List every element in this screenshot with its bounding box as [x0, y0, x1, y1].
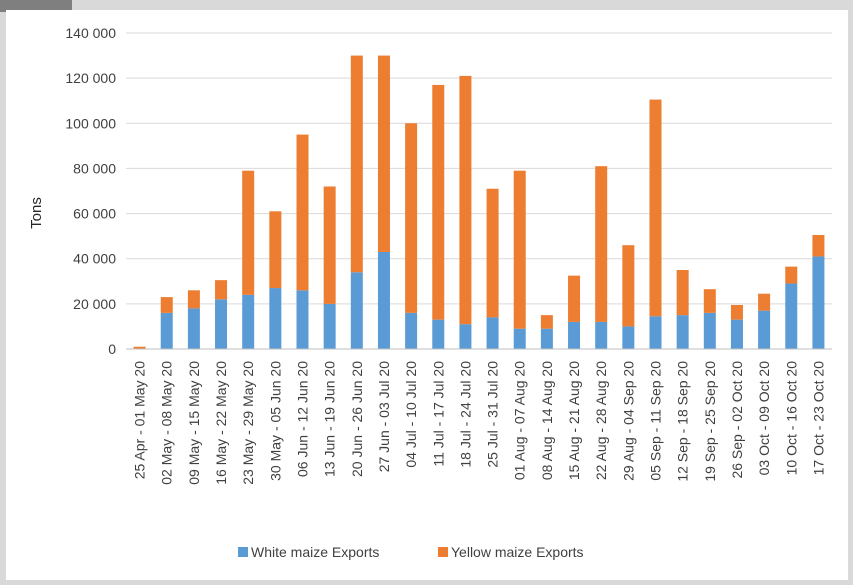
corner-tab	[0, 0, 72, 12]
x-tick-label: 12 Sep - 18 Sep 20	[675, 361, 691, 482]
bar-white-maize	[269, 288, 282, 349]
bar-white-maize	[513, 328, 526, 349]
bar-yellow-maize	[676, 270, 689, 316]
bar-yellow-maize	[758, 293, 771, 311]
x-tick-label: 05 Sep - 11 Sep 20	[648, 361, 664, 481]
bar-white-maize	[350, 272, 363, 349]
bar-white-maize	[812, 256, 825, 349]
bar-yellow-maize	[513, 170, 526, 329]
bar-yellow-maize	[649, 99, 662, 317]
x-tick-label: 20 Jun - 26 Jun 20	[349, 361, 365, 477]
bar-yellow-maize	[160, 297, 173, 313]
x-tick-label: 26 Sep - 02 Oct 20	[729, 361, 745, 479]
bar-yellow-maize	[785, 266, 798, 284]
bar-yellow-maize	[269, 211, 282, 289]
y-axis-ticks: 0 20 000 40 000 60 000 80 000 100 000 120 000 1…	[65, 25, 116, 357]
y-axis-title: Tons	[28, 197, 45, 229]
bar-white-maize	[730, 319, 743, 349]
x-tick-label: 25 Apr - 01 May 20	[132, 361, 148, 480]
bar-white-maize	[568, 321, 581, 349]
bar-white-maize	[540, 328, 553, 349]
bar-yellow-maize	[568, 275, 581, 322]
y-tick-label: 0	[108, 341, 116, 357]
bar-yellow-maize	[703, 289, 716, 313]
bar-white-maize	[296, 290, 309, 349]
x-tick-label: 06 Jun - 12 Jun 20	[295, 361, 311, 477]
bar-white-maize	[160, 312, 173, 349]
bar-yellow-maize	[133, 346, 146, 349]
x-tick-label: 01 Aug - 07 Aug 20	[512, 361, 528, 480]
bar-yellow-maize	[595, 166, 608, 322]
bar-yellow-maize	[187, 290, 200, 309]
x-tick-label: 08 Aug - 14 Aug 20	[539, 361, 555, 480]
y-tick-label: 120 000	[65, 70, 116, 86]
bar-white-maize	[323, 303, 336, 349]
bar-yellow-maize	[242, 170, 255, 295]
bars	[133, 55, 825, 349]
x-tick-label: 27 Jun - 03 Jul 20	[376, 361, 392, 473]
bar-white-maize	[785, 283, 798, 349]
bar-white-maize	[242, 294, 255, 349]
bar-yellow-maize	[812, 235, 825, 257]
x-tick-label: 17 Oct - 23 Oct 20	[810, 361, 826, 476]
y-tick-label: 140 000	[65, 25, 116, 41]
bar-white-maize	[459, 324, 472, 349]
bar-white-maize	[405, 312, 418, 349]
bar-yellow-maize	[540, 315, 553, 329]
bar-white-maize	[432, 319, 445, 349]
bar-yellow-maize	[622, 245, 635, 327]
bar-white-maize	[377, 251, 390, 349]
x-tick-label: 04 Jul - 10 Jul 20	[403, 361, 419, 468]
bar-white-maize	[758, 310, 771, 349]
bar-yellow-maize	[215, 280, 228, 300]
x-tick-label: 25 Jul - 31 Jul 20	[485, 361, 501, 468]
chart-card: 0 20 000 40 000 60 000 80 000 100 000 120 000 1…	[6, 10, 848, 580]
bar-yellow-maize	[323, 186, 336, 304]
x-tick-label: 02 May - 08 May 20	[159, 361, 175, 485]
legend-swatch	[238, 547, 248, 557]
legend: White maize Exports Yellow maize Exports	[238, 544, 584, 560]
bar-yellow-maize	[296, 134, 309, 291]
bar-yellow-maize	[459, 75, 472, 325]
y-tick-label: 40 000	[73, 251, 116, 267]
x-tick-label: 30 May - 05 Jun 20	[267, 361, 283, 481]
y-tick-label: 60 000	[73, 206, 116, 222]
bar-white-maize	[215, 299, 228, 349]
bar-white-maize	[486, 317, 499, 349]
x-tick-label: 10 Oct - 16 Oct 20	[783, 361, 799, 476]
x-tick-label: 29 Aug - 04 Sep 20	[620, 361, 636, 481]
x-tick-label: 19 Sep - 25 Sep 20	[702, 361, 718, 482]
x-tick-label: 22 Aug - 28 Aug 20	[593, 361, 609, 480]
x-tick-label: 16 May - 22 May 20	[213, 361, 229, 485]
x-tick-label: 18 Jul - 24 Jul 20	[457, 361, 473, 468]
bar-yellow-maize	[432, 84, 445, 320]
bar-yellow-maize	[486, 188, 499, 318]
bar-white-maize	[649, 316, 662, 349]
x-tick-label: 03 Oct - 09 Oct 20	[756, 361, 772, 476]
legend-label: Yellow maize Exports	[451, 544, 584, 560]
x-axis-ticks: 25 Apr - 01 May 20 02 May - 08 May 20 09 M…	[132, 361, 827, 485]
bar-white-maize	[595, 321, 608, 349]
bar-white-maize	[703, 312, 716, 349]
legend-swatch	[438, 547, 448, 557]
bar-white-maize	[622, 326, 635, 349]
x-tick-label: 09 May - 15 May 20	[186, 361, 202, 485]
bar-white-maize	[676, 315, 689, 349]
y-tick-label: 100 000	[65, 115, 116, 131]
y-tick-label: 80 000	[73, 160, 116, 176]
bar-yellow-maize	[350, 55, 363, 273]
bar-yellow-maize	[405, 123, 418, 313]
y-tick-label: 20 000	[73, 296, 116, 312]
x-tick-label: 15 Aug - 21 Aug 20	[566, 361, 582, 480]
gridlines	[126, 32, 832, 305]
bar-yellow-maize	[730, 304, 743, 320]
x-tick-label: 13 Jun - 19 Jun 20	[322, 361, 338, 477]
legend-label: White maize Exports	[251, 544, 379, 560]
x-tick-label: 23 May - 29 May 20	[240, 361, 256, 485]
stacked-bar-chart: 0 20 000 40 000 60 000 80 000 100 000 120 000 1…	[28, 25, 832, 560]
x-tick-label: 11 Jul - 17 Jul 20	[430, 361, 446, 467]
bar-yellow-maize	[377, 55, 390, 252]
bar-white-maize	[187, 308, 200, 349]
